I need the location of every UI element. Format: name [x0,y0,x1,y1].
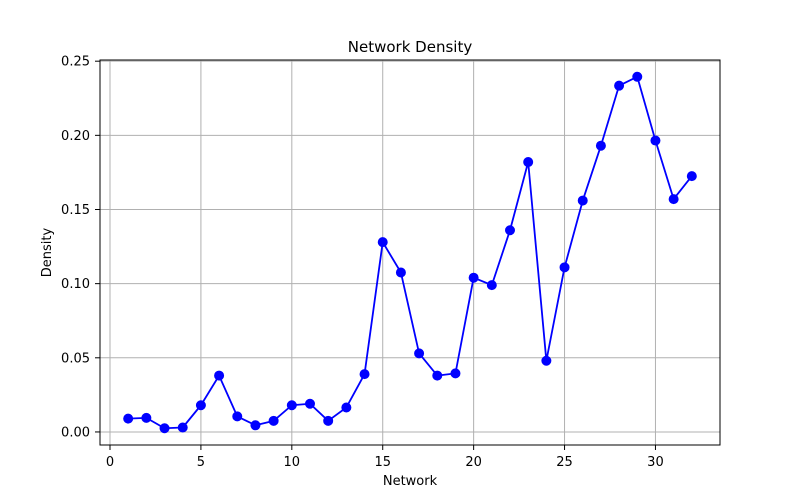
x-tick-label-15: 15 [374,455,391,470]
data-point-14 [359,369,370,380]
data-point-13 [341,402,352,413]
data-point-25 [559,262,570,273]
data-point-29 [632,71,643,82]
y-tick-layer: 0.00 0.05 0.10 0.15 0.20 0.25 [61,55,100,440]
data-point-21 [486,280,497,291]
data-point-30 [650,135,661,146]
data-point-17 [414,348,425,359]
data-point-24 [541,355,552,366]
x-tick-label-0: 0 [106,455,114,470]
data-point-16 [395,267,406,278]
data-point-31 [668,194,679,205]
data-point-32 [686,171,697,182]
data-point-4 [177,422,188,433]
data-point-26 [577,195,588,206]
data-point-3 [159,423,170,434]
data-point-1 [123,413,134,424]
y-tick-label-4: 0.20 [61,129,90,144]
x-tick-label-30: 30 [647,455,664,470]
y-tick-label-5: 0.25 [61,55,90,70]
chart-title: Network Density [348,38,473,56]
x-tick-layer: 0 5 10 15 20 25 30 [106,445,664,470]
x-tick-label-10: 10 [284,455,301,470]
y-tick-label-1: 0.05 [61,351,90,366]
data-point-9 [268,415,279,426]
x-tick-label-25: 25 [556,455,573,470]
data-point-11 [305,398,315,409]
x-tick-label-5: 5 [197,455,205,470]
data-point-10 [286,400,297,411]
data-point-20 [468,272,479,283]
x-tick-label-20: 20 [465,455,482,470]
data-point-8 [250,420,261,431]
y-tick-label-3: 0.15 [61,203,90,218]
data-point-22 [505,225,515,236]
data-point-19 [450,368,461,379]
y-tick-label-0: 0.00 [61,425,90,440]
data-point-12 [323,415,334,426]
data-point-23 [523,157,534,168]
plot-frame [99,59,721,446]
data-point-27 [595,140,606,151]
grid-layer [100,60,720,445]
data-point-15 [377,237,388,248]
data-point-28 [614,80,625,91]
data-point-18 [432,370,443,381]
data-point-7 [232,411,243,422]
data-point-2 [141,412,152,423]
y-axis-label: Density [40,227,55,277]
data-point-5 [195,400,206,411]
data-point-6 [214,370,225,381]
series-layer [123,71,697,434]
y-tick-label-2: 0.10 [61,277,90,292]
series-line-0 [128,75,693,430]
x-axis-label: Network [383,474,438,489]
